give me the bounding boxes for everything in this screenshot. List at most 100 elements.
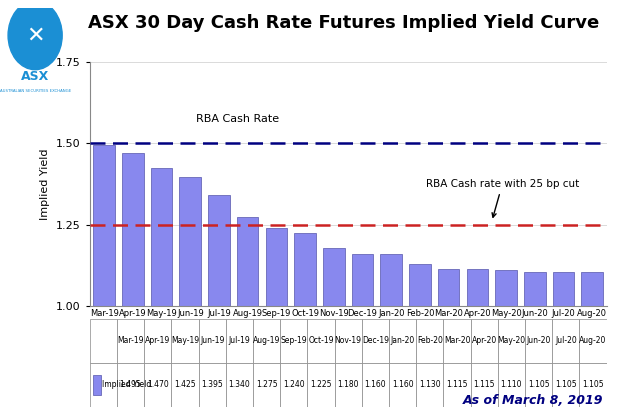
Bar: [295, 233, 316, 306]
Text: Jun-19: Jun-19: [200, 336, 224, 345]
Bar: [335, 363, 361, 407]
Bar: [552, 319, 579, 363]
Text: 1.240: 1.240: [283, 380, 305, 389]
Bar: [352, 254, 373, 306]
Bar: [498, 363, 525, 407]
Bar: [237, 217, 259, 306]
Circle shape: [8, 1, 62, 70]
Bar: [498, 319, 525, 363]
Text: 1.180: 1.180: [337, 380, 359, 389]
Text: 1.470: 1.470: [147, 380, 168, 389]
Bar: [117, 363, 144, 407]
Text: Aug-19: Aug-19: [253, 336, 280, 345]
Bar: [470, 363, 498, 407]
Bar: [171, 363, 199, 407]
Bar: [416, 363, 443, 407]
Bar: [409, 264, 431, 306]
Text: Jul-19: Jul-19: [228, 336, 250, 345]
Bar: [280, 363, 308, 407]
Text: 1.105: 1.105: [528, 380, 550, 389]
Bar: [253, 319, 280, 363]
Text: Apr-19: Apr-19: [145, 336, 170, 345]
Bar: [117, 319, 144, 363]
Text: ASX 30 Day Cash Rate Futures Implied Yield Curve: ASX 30 Day Cash Rate Futures Implied Yie…: [88, 14, 599, 32]
Bar: [180, 178, 201, 306]
Text: 1.275: 1.275: [256, 380, 277, 389]
Bar: [226, 319, 253, 363]
Bar: [308, 363, 335, 407]
Text: 1.110: 1.110: [501, 380, 522, 389]
Text: 1.115: 1.115: [446, 380, 468, 389]
Bar: [443, 363, 470, 407]
Text: Mar-19: Mar-19: [118, 336, 144, 345]
Text: Implied Yield: Implied Yield: [102, 380, 151, 389]
Text: Apr-20: Apr-20: [472, 336, 497, 345]
Bar: [253, 363, 280, 407]
Text: 1.105: 1.105: [582, 380, 604, 389]
Bar: [308, 319, 335, 363]
Text: Oct-19: Oct-19: [308, 336, 334, 345]
Text: 1.225: 1.225: [310, 380, 332, 389]
Bar: [525, 363, 552, 407]
Bar: [495, 270, 517, 306]
Bar: [443, 319, 470, 363]
Text: Jun-20: Jun-20: [526, 336, 551, 345]
Text: 1.495: 1.495: [119, 380, 141, 389]
Bar: [552, 363, 579, 407]
Bar: [144, 363, 171, 407]
Bar: [335, 319, 361, 363]
Bar: [208, 195, 230, 306]
Text: May-20: May-20: [497, 336, 526, 345]
Text: 1.130: 1.130: [419, 380, 441, 389]
Text: RBA Cash rate with 25 bp cut: RBA Cash rate with 25 bp cut: [426, 179, 579, 217]
Bar: [280, 319, 308, 363]
Bar: [361, 319, 389, 363]
Bar: [361, 363, 389, 407]
Bar: [199, 363, 226, 407]
Bar: [93, 375, 101, 395]
Text: Dec-19: Dec-19: [362, 336, 389, 345]
Text: Mar-20: Mar-20: [444, 336, 470, 345]
Bar: [266, 228, 287, 306]
Bar: [122, 153, 144, 306]
Bar: [579, 319, 607, 363]
Text: Sep-19: Sep-19: [280, 336, 307, 345]
Bar: [581, 272, 603, 306]
Bar: [144, 319, 171, 363]
Text: May-19: May-19: [171, 336, 199, 345]
Bar: [381, 254, 402, 306]
Text: 1.340: 1.340: [228, 380, 250, 389]
Text: 1.105: 1.105: [555, 380, 577, 389]
Text: Aug-20: Aug-20: [579, 336, 607, 345]
Bar: [467, 269, 488, 306]
Text: 1.425: 1.425: [174, 380, 196, 389]
Bar: [93, 145, 115, 306]
Bar: [226, 363, 253, 407]
Bar: [553, 272, 574, 306]
Text: Feb-20: Feb-20: [417, 336, 443, 345]
Bar: [524, 272, 545, 306]
Bar: [90, 363, 117, 407]
Bar: [438, 269, 459, 306]
Bar: [579, 363, 607, 407]
Text: RBA Cash Rate: RBA Cash Rate: [196, 113, 279, 124]
Text: ASX: ASX: [21, 70, 50, 83]
Bar: [525, 319, 552, 363]
Bar: [389, 363, 416, 407]
Bar: [171, 319, 199, 363]
Text: Jul-20: Jul-20: [555, 336, 577, 345]
Bar: [416, 319, 443, 363]
Text: Jan-20: Jan-20: [391, 336, 415, 345]
Text: 1.395: 1.395: [201, 380, 223, 389]
Bar: [323, 247, 345, 306]
Text: 1.115: 1.115: [474, 380, 495, 389]
Text: AUSTRALIAN SECURITIES EXCHANGE: AUSTRALIAN SECURITIES EXCHANGE: [0, 90, 71, 93]
Bar: [151, 168, 172, 306]
Bar: [199, 319, 226, 363]
Bar: [90, 319, 117, 363]
Text: Nov-19: Nov-19: [335, 336, 361, 345]
Bar: [389, 319, 416, 363]
Text: 1.160: 1.160: [365, 380, 386, 389]
Bar: [470, 319, 498, 363]
Text: 1.160: 1.160: [392, 380, 413, 389]
